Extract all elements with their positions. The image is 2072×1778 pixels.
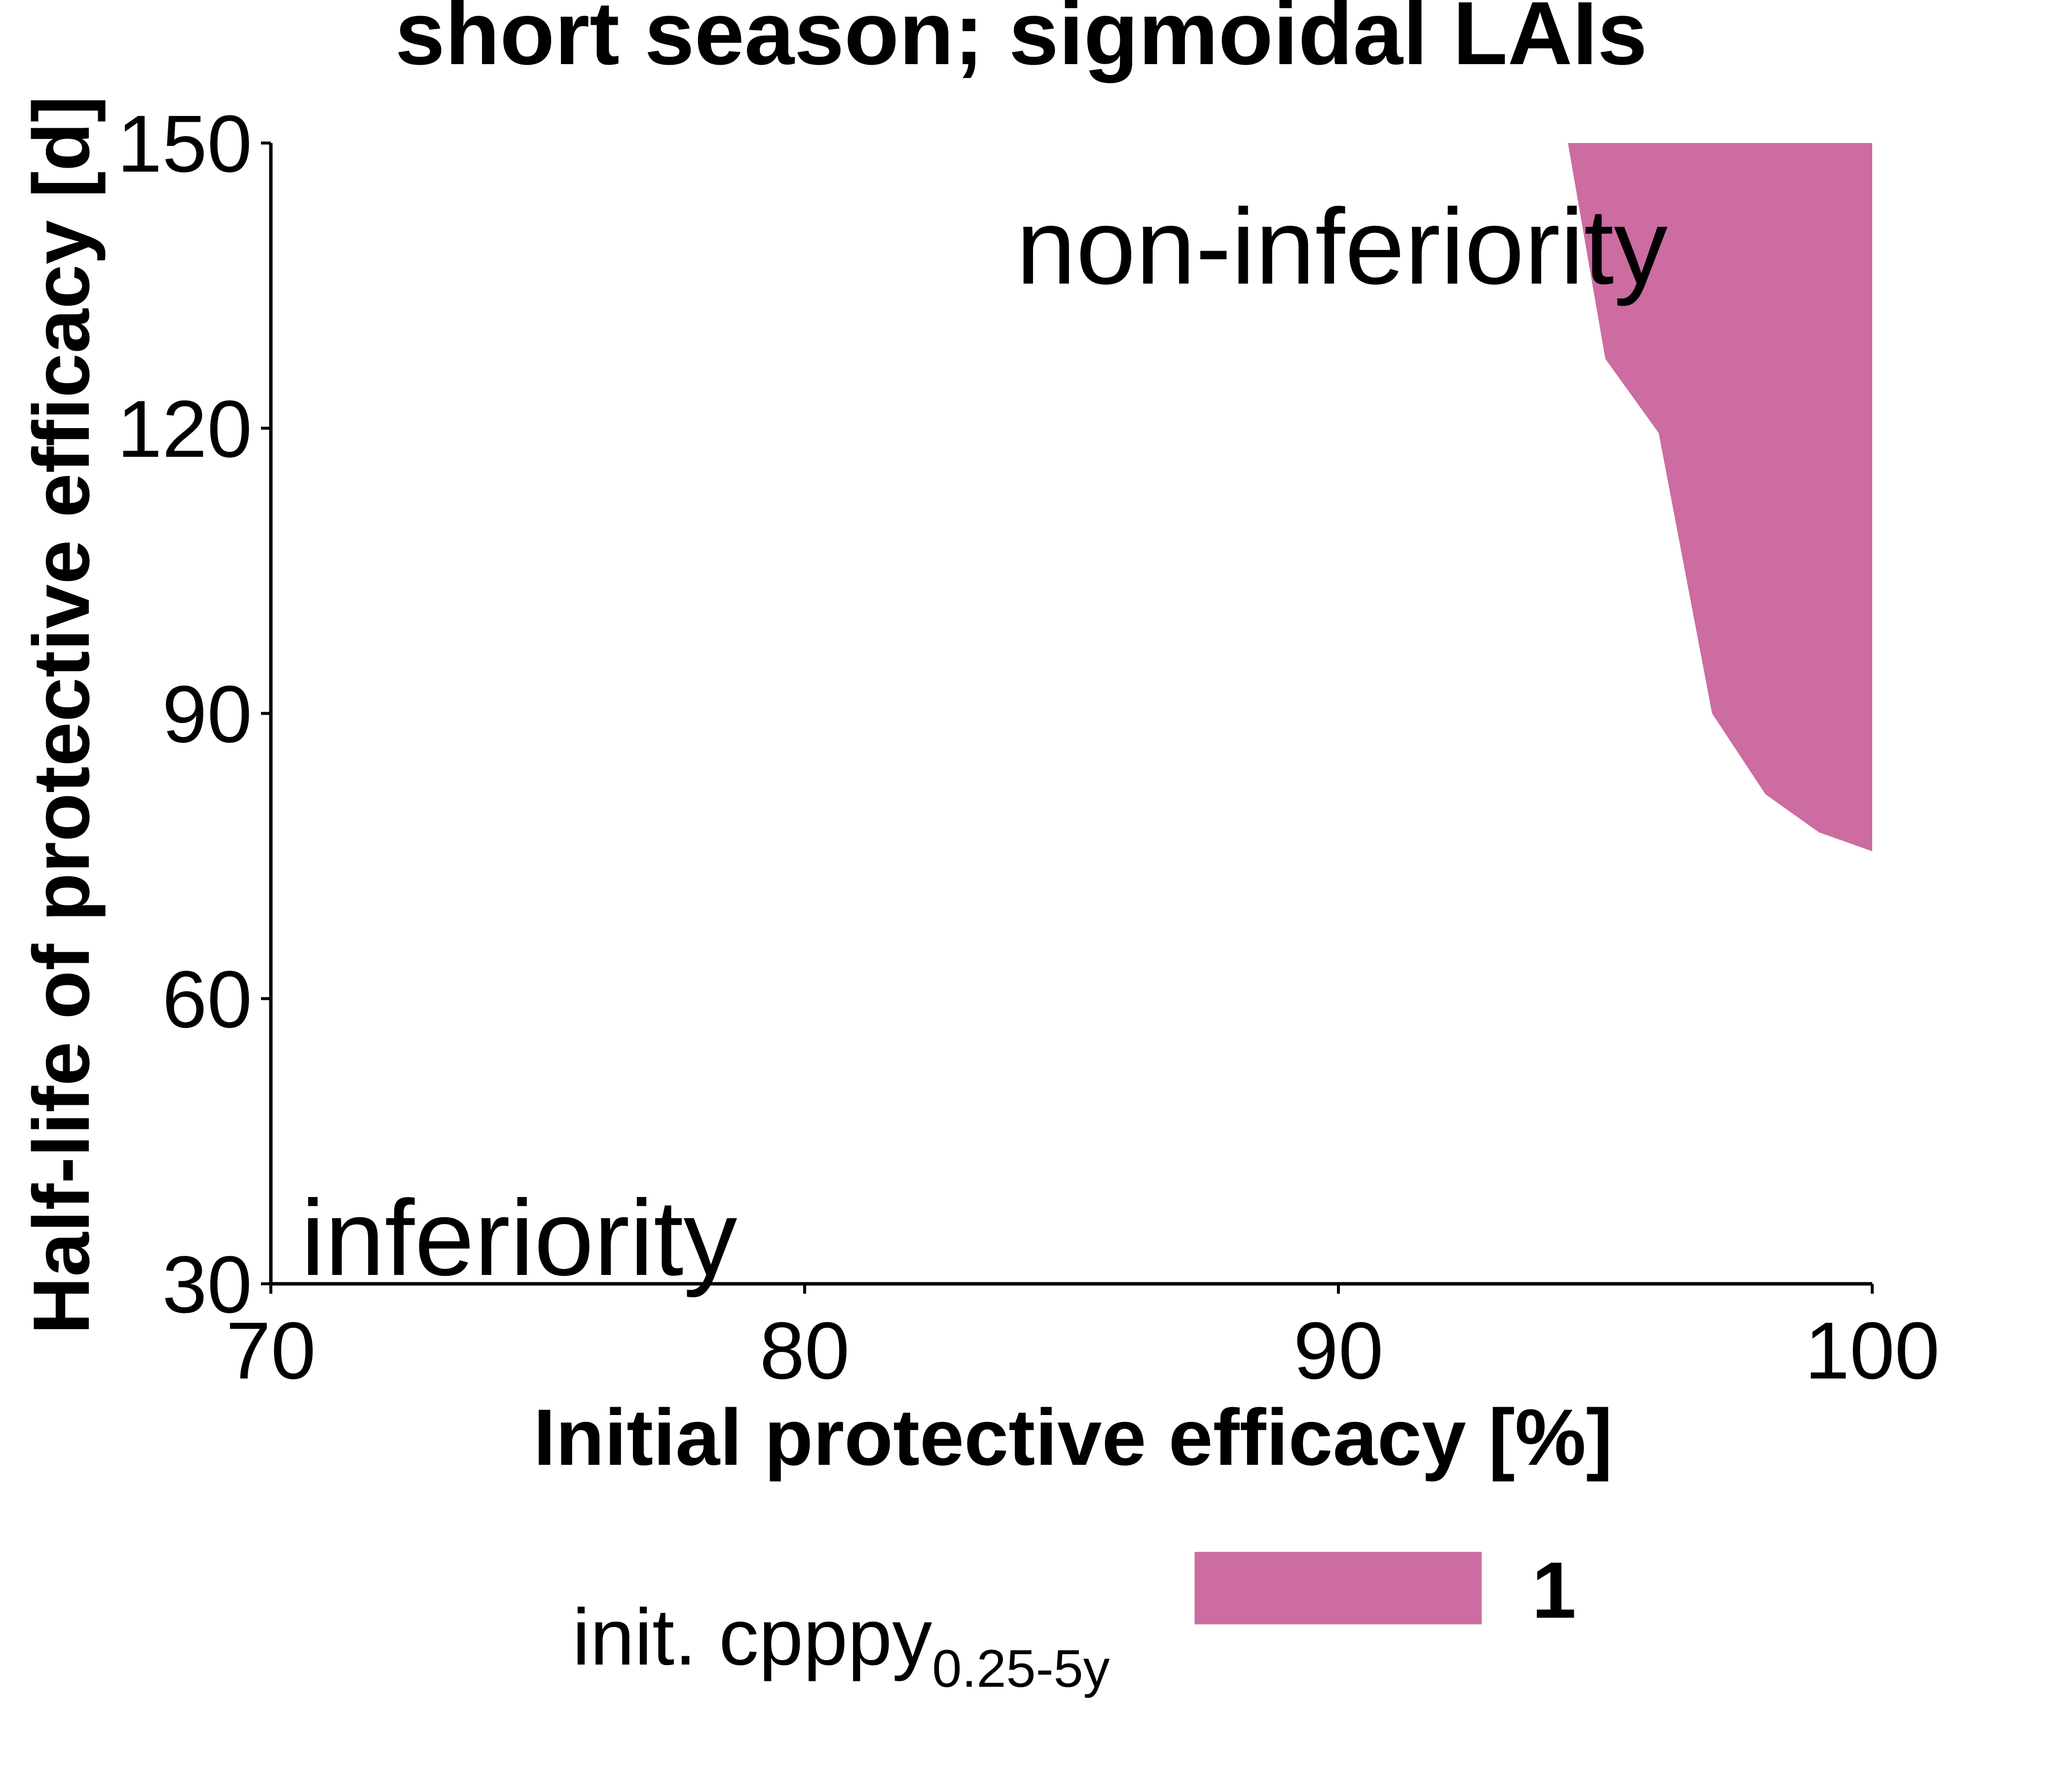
x-tick-label: 70 <box>226 1306 316 1396</box>
legend-title-subscript: 0.25-5y <box>932 1638 1110 1698</box>
series-layer <box>1568 143 1872 851</box>
annotation-inferiority: inferiority <box>301 1178 737 1298</box>
legend: init. cpppy0.25-5y 1 <box>572 1546 1576 1698</box>
legend-title: init. cpppy0.25-5y <box>572 1593 1110 1698</box>
y-axis-label: Half-life of protective efficacy [d] <box>17 96 106 1334</box>
y-ticks-layer: 30 60 90 120 150 <box>117 99 271 1330</box>
x-ticks-layer: 70 80 90 100 <box>226 1284 1940 1396</box>
x-axis-label: Initial protective efficacy [%] <box>533 1393 1613 1482</box>
legend-swatch <box>1193 1550 1483 1626</box>
x-tick-label: 80 <box>760 1306 850 1396</box>
y-tick-label: 60 <box>162 954 252 1045</box>
x-tick-label: 90 <box>1294 1306 1383 1396</box>
series-region-1 <box>1568 143 1872 851</box>
y-tick-label: 90 <box>162 669 252 760</box>
legend-entry-label: 1 <box>1532 1546 1576 1635</box>
y-tick-label: 30 <box>162 1239 252 1330</box>
y-tick-label: 120 <box>117 384 252 474</box>
y-tick-label: 150 <box>117 99 252 189</box>
plot-area: 70 80 90 100 30 60 90 120 150 non-inferiority i… <box>117 99 1939 1396</box>
annotation-non-inferiority: non-inferiority <box>1016 187 1668 307</box>
x-tick-label: 100 <box>1805 1306 1940 1396</box>
legend-title-main: init. cpppy <box>572 1593 932 1682</box>
chart-title: short season; sigmoidal LAIs <box>395 0 1647 83</box>
